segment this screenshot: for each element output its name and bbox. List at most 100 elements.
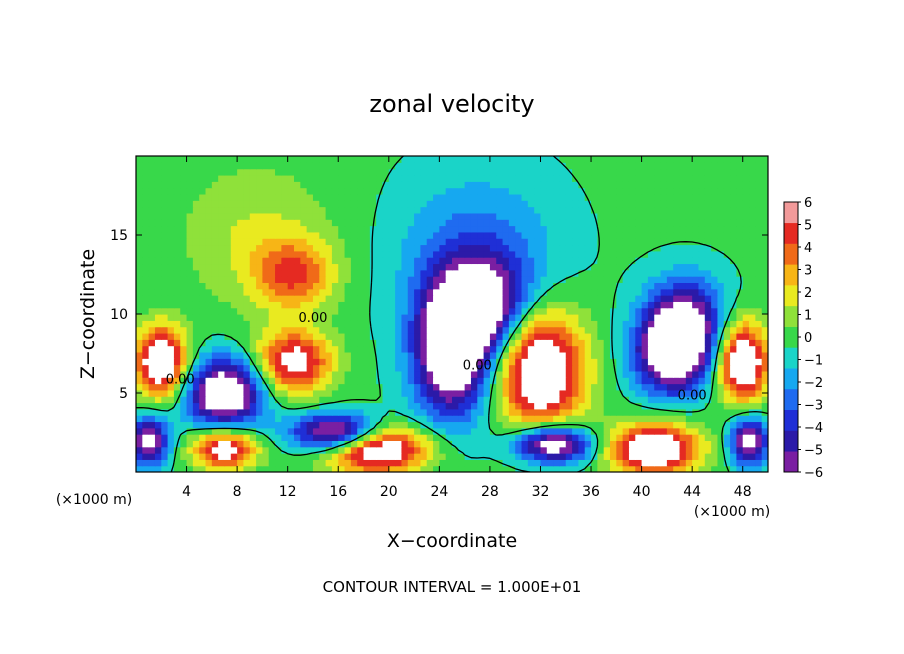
heatmap-cell: [546, 314, 554, 321]
heatmap-cell: [515, 345, 523, 353]
heatmap-cell: [572, 358, 579, 366]
heatmap-cell: [268, 295, 276, 302]
heatmap-cell: [559, 389, 567, 397]
heatmap-cell: [641, 389, 649, 397]
heatmap-cell: [635, 326, 643, 334]
heatmap-cell: [660, 453, 668, 460]
heatmap-cell: [363, 168, 371, 176]
heatmap-cell: [173, 288, 181, 296]
heatmap-cell: [281, 238, 289, 246]
heatmap-cell: [508, 244, 516, 252]
heatmap-cell: [515, 162, 523, 170]
heatmap-cell: [199, 206, 207, 214]
heatmap-cell: [736, 288, 744, 296]
heatmap-cell: [622, 402, 630, 410]
heatmap-cell: [496, 408, 504, 416]
heatmap-cell: [584, 174, 592, 182]
heatmap-cell: [382, 370, 390, 378]
heatmap-cell: [407, 421, 415, 429]
heatmap-cell: [597, 238, 605, 246]
heatmap-cell: [218, 408, 226, 416]
heatmap-cell: [249, 377, 257, 385]
heatmap-cell: [749, 339, 756, 347]
heatmap-cell: [249, 295, 257, 302]
heatmap-cell: [237, 206, 245, 214]
heatmap-cell: [268, 307, 276, 315]
heatmap-cell: [673, 408, 681, 416]
heatmap-cell: [331, 174, 339, 182]
heatmap-cell: [717, 168, 725, 176]
heatmap-cell: [464, 408, 472, 416]
heatmap-cell: [654, 440, 662, 448]
heatmap-cell: [161, 174, 169, 182]
heatmap-cell: [357, 339, 365, 347]
heatmap-cell: [287, 465, 295, 472]
heatmap-cell: [603, 219, 611, 227]
heatmap-cell: [306, 389, 314, 397]
heatmap-cell: [647, 187, 655, 195]
heatmap-cell: [306, 459, 314, 467]
heatmap-cell: [268, 301, 276, 309]
heatmap-cell: [527, 250, 535, 258]
heatmap-cell: [711, 162, 719, 170]
heatmap-cell: [325, 301, 333, 309]
heatmap-cell: [464, 307, 472, 315]
heatmap-cell: [237, 408, 245, 416]
heatmap-cell: [685, 314, 693, 321]
heatmap-cell: [723, 193, 731, 201]
heatmap-cell: [458, 282, 466, 290]
heatmap-cell: [136, 174, 143, 182]
heatmap-cell: [591, 427, 598, 435]
heatmap-cell: [357, 320, 365, 328]
heatmap-cell: [369, 295, 377, 302]
heatmap-cell: [502, 314, 510, 321]
heatmap-cell: [287, 326, 295, 334]
heatmap-cell: [483, 288, 491, 296]
heatmap-cell: [591, 206, 598, 214]
heatmap-cell: [445, 326, 453, 334]
heatmap-cell: [142, 332, 150, 340]
heatmap-cell: [300, 320, 308, 328]
heatmap-cell: [559, 434, 567, 441]
heatmap-cell: [395, 358, 403, 366]
heatmap-cell: [711, 459, 719, 467]
heatmap-cell: [262, 307, 270, 315]
heatmap-cell: [616, 339, 624, 347]
heatmap-cell: [306, 307, 314, 315]
heatmap-cell: [685, 345, 693, 353]
heatmap-cell: [660, 383, 668, 391]
heatmap-cell: [584, 434, 592, 441]
heatmap-cell: [357, 263, 365, 271]
heatmap-cell: [534, 219, 542, 227]
heatmap-cell: [685, 263, 693, 271]
heatmap-cell: [331, 345, 339, 353]
heatmap-cell: [363, 440, 371, 448]
heatmap-cell: [344, 225, 352, 233]
heatmap-cell: [458, 402, 466, 410]
heatmap-cell: [673, 181, 681, 189]
heatmap-cell: [489, 212, 497, 220]
heatmap-cell: [186, 295, 194, 302]
heatmap-cell: [407, 200, 415, 208]
heatmap-cell: [363, 364, 371, 372]
heatmap-cell: [256, 307, 263, 315]
heatmap-cell: [641, 383, 649, 391]
heatmap-cell: [167, 244, 175, 252]
heatmap-cell: [173, 307, 181, 315]
heatmap-cell: [401, 301, 409, 309]
heatmap-cell: [452, 351, 459, 359]
heatmap-cell: [572, 276, 579, 283]
heatmap-cell: [439, 383, 447, 391]
heatmap-cell: [426, 446, 434, 454]
heatmap-cell: [673, 314, 681, 321]
heatmap-cell: [591, 440, 598, 448]
heatmap-cell: [698, 415, 706, 423]
heatmap-cell: [331, 282, 339, 290]
heatmap-cell: [755, 282, 763, 290]
heatmap-cell: [458, 427, 466, 435]
heatmap-cell: [173, 269, 181, 277]
heatmap-cell: [597, 257, 605, 265]
heatmap-cell: [534, 364, 542, 372]
heatmap-cell: [401, 389, 409, 397]
heatmap-cell: [161, 219, 169, 227]
